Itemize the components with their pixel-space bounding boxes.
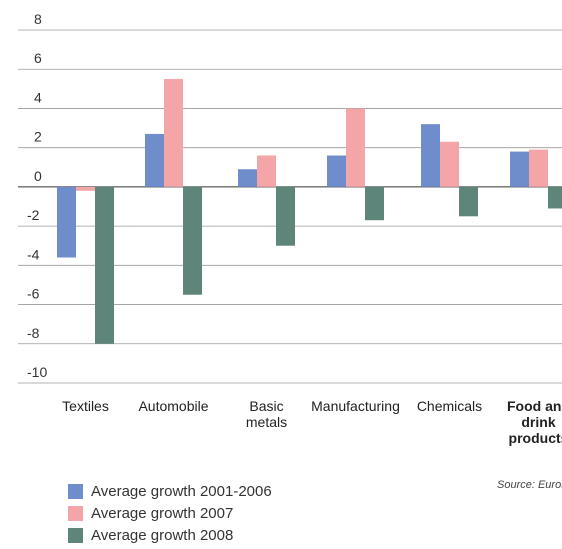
y-tick-label: 0 (34, 168, 42, 184)
bar-series-3-3 (365, 186, 384, 221)
source-note: Source: Eurostat (497, 479, 562, 491)
bar-series-1-0 (57, 186, 76, 258)
axis-layer: Textiles Automobile Basic metals Manufacturi… (62, 398, 562, 446)
legend-item-series-1: Average growth 2001-2006 (68, 480, 272, 502)
x-tick-label: Food anddrinkproducts (507, 398, 562, 446)
legend: Average growth 2001-2006 Average growth … (68, 480, 272, 546)
x-tick-label: Manufacturing (311, 398, 400, 414)
bar-series-2-2 (257, 155, 276, 187)
x-tick-label: Automobile (138, 398, 208, 414)
bar-series-2-1 (164, 79, 183, 187)
x-tick-label: Basic metals (246, 398, 287, 430)
bar-series-1-3 (327, 155, 346, 187)
legend-swatch-series-2 (68, 505, 83, 521)
x-tick-label: Chemicals (417, 398, 482, 414)
legend-item-series-2: Average growth 2007 (68, 502, 272, 524)
x-tick-label-line: Chemicals (417, 398, 482, 414)
x-tick-label-line: Manufacturing (311, 398, 400, 414)
x-tick-label: Textiles (62, 398, 109, 414)
bar-series-3-2 (276, 186, 295, 246)
legend-swatch-series-1 (68, 483, 83, 499)
y-tick-label: -10 (27, 364, 47, 380)
legend-label-series-1: Average growth 2001-2006 (91, 482, 272, 500)
y-tick-label: -2 (27, 207, 40, 223)
legend-label-series-3: Average growth 2008 (91, 526, 234, 544)
y-tick-label: 4 (34, 89, 42, 105)
x-tick-label-line: Automobile (138, 398, 208, 414)
x-tick-label-line: metals (246, 414, 287, 430)
x-tick-label-line: products (509, 430, 562, 446)
bar-series-2-5 (529, 149, 548, 187)
bar-series-1-1 (145, 133, 164, 187)
legend-item-series-3: Average growth 2008 (68, 524, 272, 546)
y-tick-label: -4 (27, 246, 40, 262)
bar-series-3-4 (459, 186, 478, 217)
x-tick-label-line: Food and (507, 398, 562, 414)
bar-series-2-4 (440, 141, 459, 187)
legend-label-series-2: Average growth 2007 (91, 504, 234, 522)
legend-swatch-series-3 (68, 527, 83, 543)
y-tick-label: 2 (34, 129, 42, 145)
y-tick-label: 8 (34, 11, 42, 27)
bar-series-2-0 (76, 186, 95, 191)
bar-series-3-0 (95, 186, 114, 344)
y-tick-label: 6 (34, 50, 42, 66)
bar-series-3-1 (183, 186, 202, 295)
y-tick-label: -8 (27, 325, 40, 341)
x-tick-label-line: drink (521, 414, 555, 430)
x-tick-label-line: Textiles (62, 398, 109, 414)
bar-series-1-4 (421, 124, 440, 187)
bar-series-1-2 (238, 169, 257, 187)
x-tick-label-line: Basic (249, 398, 283, 414)
y-tick-label: -6 (27, 286, 40, 302)
bars-layer (57, 79, 562, 344)
bar-series-2-3 (346, 108, 365, 187)
bar-series-3-5 (548, 186, 562, 209)
bar-series-1-5 (510, 151, 529, 187)
